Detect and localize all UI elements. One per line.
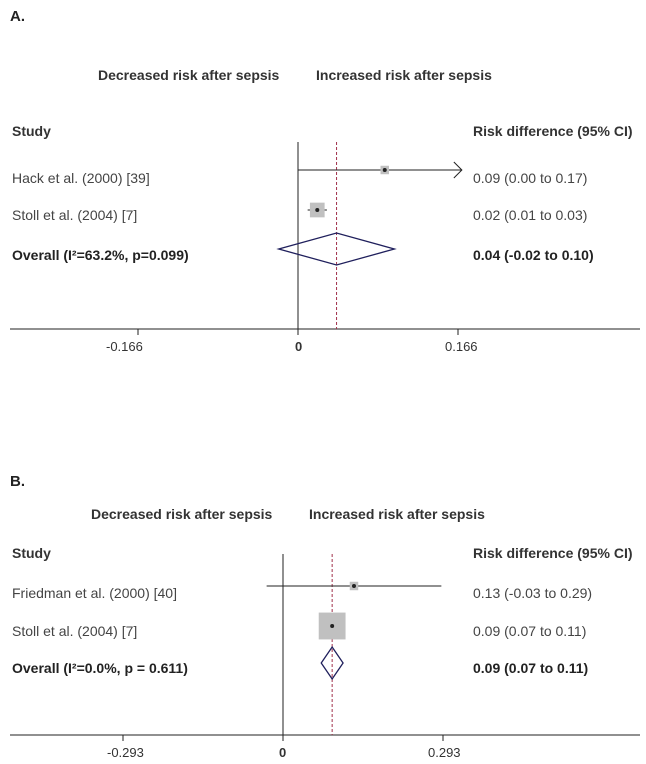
overall-diamond xyxy=(320,645,344,681)
study-column-header: Study xyxy=(12,123,51,139)
study-effect-text: 0.09 (0.07 to 0.11) xyxy=(473,623,587,639)
overall-effect-text: 0.09 (0.07 to 0.11) xyxy=(473,660,589,676)
study-name: Hack et al. (2000) [39] xyxy=(12,170,150,186)
direction-left-label: Decreased risk after sepsis xyxy=(98,67,280,83)
overall-label: Overall (I²=0.0%, p = 0.611) xyxy=(12,660,188,676)
forest-plot-a-canvas xyxy=(10,142,640,335)
forest-plot-b-canvas xyxy=(10,554,640,741)
overall-effect-text: 0.04 (-0.02 to 0.10) xyxy=(473,247,594,263)
x-tick-label: 0.293 xyxy=(428,745,461,760)
study-name: Stoll et al. (2004) [7] xyxy=(12,623,138,639)
panel-label: A. xyxy=(10,8,25,25)
direction-right-label: Increased risk after sepsis xyxy=(309,506,485,522)
x-tick-label: 0 xyxy=(295,339,303,354)
study-point-estimate xyxy=(351,584,356,588)
study-point-estimate xyxy=(382,168,387,172)
effect-column-header: Risk difference (95% CI) xyxy=(473,545,633,561)
study-effect-text: 0.02 (0.01 to 0.03) xyxy=(473,207,588,223)
effect-column-header: Risk difference (95% CI) xyxy=(473,123,633,139)
x-tick-label: -0.166 xyxy=(106,339,143,354)
study-point-estimate xyxy=(330,624,335,628)
x-tick-label: 0 xyxy=(279,745,287,760)
forest-plot-panel-a: A. Decreased risk after sepsis Increased… xyxy=(0,0,646,370)
forest-plot-panel-b: B. Decreased risk after sepsis Increased… xyxy=(0,420,646,764)
study-point-estimate xyxy=(315,208,320,212)
study-name: Stoll et al. (2004) [7] xyxy=(12,207,138,223)
x-tick-label: -0.293 xyxy=(107,745,144,760)
direction-left-label: Decreased risk after sepsis xyxy=(91,506,273,522)
overall-label: Overall (I²=63.2%, p=0.099) xyxy=(12,247,189,263)
x-tick-label: 0.166 xyxy=(445,339,478,354)
study-column-header: Study xyxy=(12,545,51,561)
study-effect-text: 0.09 (0.00 to 0.17) xyxy=(473,170,588,186)
direction-right-label: Increased risk after sepsis xyxy=(316,67,492,83)
panel-label: B. xyxy=(10,473,25,490)
study-name: Friedman et al. (2000) [40] xyxy=(12,585,177,601)
overall-diamond xyxy=(276,232,397,266)
study-effect-text: 0.13 (-0.03 to 0.29) xyxy=(473,585,593,601)
ci-arrow-right xyxy=(453,161,463,179)
